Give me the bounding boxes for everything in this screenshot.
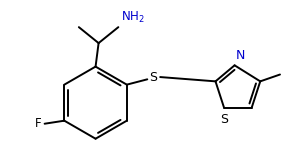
Text: S: S <box>220 113 228 126</box>
Text: S: S <box>149 71 157 84</box>
Text: N: N <box>236 49 245 62</box>
Text: NH$_2$: NH$_2$ <box>121 10 145 25</box>
Text: F: F <box>35 117 41 130</box>
